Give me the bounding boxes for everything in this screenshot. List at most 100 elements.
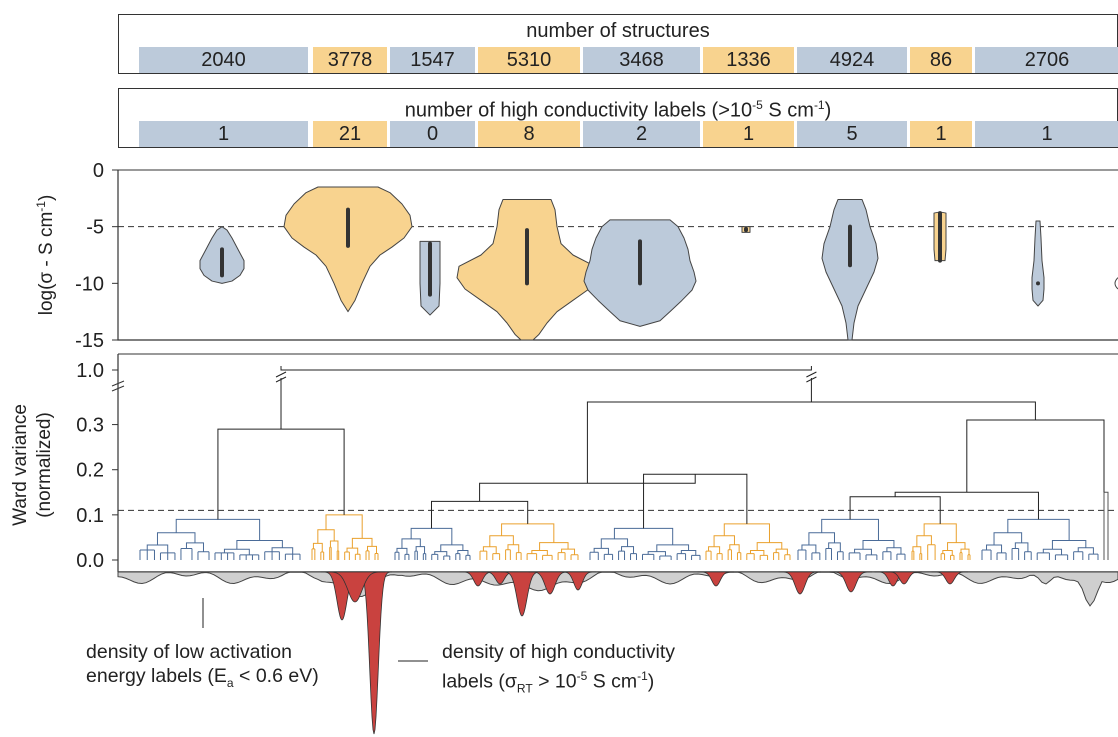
dendro-leaf-group — [394, 551, 400, 560]
dendro-tick-label: 0.1 — [76, 505, 104, 527]
dendro-leaf-group — [139, 549, 155, 560]
dendro-branch — [415, 546, 426, 554]
dendro-branch — [708, 546, 721, 554]
dendro-tick-label: 0.3 — [76, 415, 104, 437]
dendro-leaf-group — [197, 551, 210, 560]
high-labels-cell: 1 — [910, 121, 972, 147]
dendro-leaf-group — [676, 553, 687, 560]
dendro-branch — [1042, 548, 1063, 555]
dendro-branch — [561, 548, 576, 555]
dendro-branch — [1014, 542, 1029, 552]
dendro-branch — [1007, 518, 1070, 541]
high-sigma-density-peak — [931, 571, 969, 585]
dendro-leaf-group — [797, 549, 807, 560]
dendro-leaf-group — [570, 554, 579, 560]
dendro-branch — [482, 546, 497, 554]
dendro-branch — [801, 544, 817, 553]
dendro-leaf-group — [404, 553, 410, 560]
dendro-leaf-group — [465, 554, 471, 560]
dendro-branch — [808, 532, 835, 546]
high-labels-title: number of high conductivity labels (>10-… — [119, 93, 1117, 123]
dendro-leaf-group — [759, 554, 769, 560]
dendro-branch — [749, 549, 765, 556]
structures-cell: 5310 — [478, 47, 580, 73]
dendro-branch — [923, 523, 957, 543]
high-sigma-line1: density of high conductivity — [442, 641, 676, 663]
structures-band: number of structures 2040 3778 1547 5310 346… — [118, 14, 1118, 74]
dendro-merge-break — [275, 371, 287, 383]
dendro-branch — [223, 548, 250, 555]
high-sigma-sup2: -1 — [637, 669, 648, 683]
dendro-leaf-group — [515, 552, 522, 560]
dendro-leaf-group — [320, 551, 325, 560]
violin-tick-label: 0 — [93, 160, 104, 182]
dendro-branch — [613, 527, 674, 545]
high-sigma-post: ) — [647, 670, 655, 693]
high-labels-cell: 21 — [313, 121, 387, 147]
violin-tick-label: -15 — [75, 330, 104, 352]
dendro-branch — [593, 547, 609, 555]
dendro-leaf-group — [848, 552, 861, 560]
dendro-branch — [775, 548, 788, 555]
dendro-branch — [185, 542, 204, 552]
dendro-leaf-group — [603, 553, 614, 560]
dendro-branch — [346, 547, 359, 555]
dendro-tick-label: 1.0 — [76, 360, 104, 382]
high-labels-cell: 8 — [478, 121, 580, 147]
dendro-leaf-group — [705, 550, 712, 560]
dendro-branch — [680, 549, 697, 556]
dendro-leaf-group — [659, 555, 672, 560]
dendro-merge — [217, 428, 345, 520]
high-labels-title-main: number of high conductivity labels (>10 — [404, 99, 753, 122]
dendro-leaf-group — [691, 554, 701, 560]
dendro-ylabel-line2: (normalized) — [34, 412, 55, 518]
dendro-leaf-group — [959, 552, 963, 560]
high-labels-cell: 5 — [797, 121, 907, 147]
dendro-leaf-group — [214, 552, 235, 560]
dendro-branch — [367, 545, 378, 554]
dendro-leaf-group — [1011, 548, 1020, 560]
dendro-leaf-group — [911, 550, 915, 560]
high-labels-cell: 1 — [139, 121, 308, 147]
dendro-leaf-group — [264, 551, 280, 560]
dendro-branch — [507, 544, 520, 553]
high-sigma-density-peak — [324, 571, 386, 603]
dendro-leaf-group — [865, 554, 878, 560]
dendro-leaf-group — [940, 553, 946, 560]
high-labels-cell: 1 — [975, 121, 1118, 147]
structures-cell: 3468 — [583, 47, 700, 73]
dendro-leaf-group — [981, 549, 992, 560]
high-labels-title-sup: -5 — [752, 98, 763, 112]
low-ea-density-curve — [117, 571, 1118, 607]
dendro-branch — [325, 514, 363, 539]
dendro-branch — [271, 547, 294, 555]
dendro-branch — [434, 551, 448, 556]
structures-cell: 4924 — [797, 47, 907, 73]
dendro-ylabel-line1: Ward variance — [10, 404, 31, 526]
dendro-branch — [175, 518, 261, 541]
dendro-leaf-group — [542, 554, 553, 560]
high-labels-cell: 0 — [390, 121, 475, 147]
dendro-leaf-group — [784, 554, 791, 560]
dendro-leaf-group — [336, 550, 340, 560]
dendro-branch — [886, 547, 902, 555]
dendro-leaf-group — [239, 554, 260, 560]
dendro-leaf-group — [919, 553, 923, 560]
dendro-leaf-group — [967, 554, 971, 560]
dendro-branch — [410, 527, 453, 545]
dendro-branch — [821, 518, 879, 541]
structures-cells: 2040 3778 1547 5310 3468 1336 4924 86 2706 — [139, 47, 1118, 73]
dendro-top-merge — [280, 366, 812, 430]
dendro-leaf-group — [589, 551, 599, 560]
dendro-branch — [621, 546, 635, 554]
dendro-branch — [146, 544, 169, 553]
dendro-leaf-group — [950, 554, 955, 560]
low-ea-sub: a — [226, 675, 234, 690]
dendro-leaf-group — [344, 551, 350, 560]
dendro-branch — [647, 551, 666, 556]
dendro-leaf-group — [727, 549, 732, 560]
dendro-leaf-group — [180, 548, 193, 560]
dendro-leaf-group — [746, 553, 755, 560]
dendro-branch — [912, 546, 922, 554]
